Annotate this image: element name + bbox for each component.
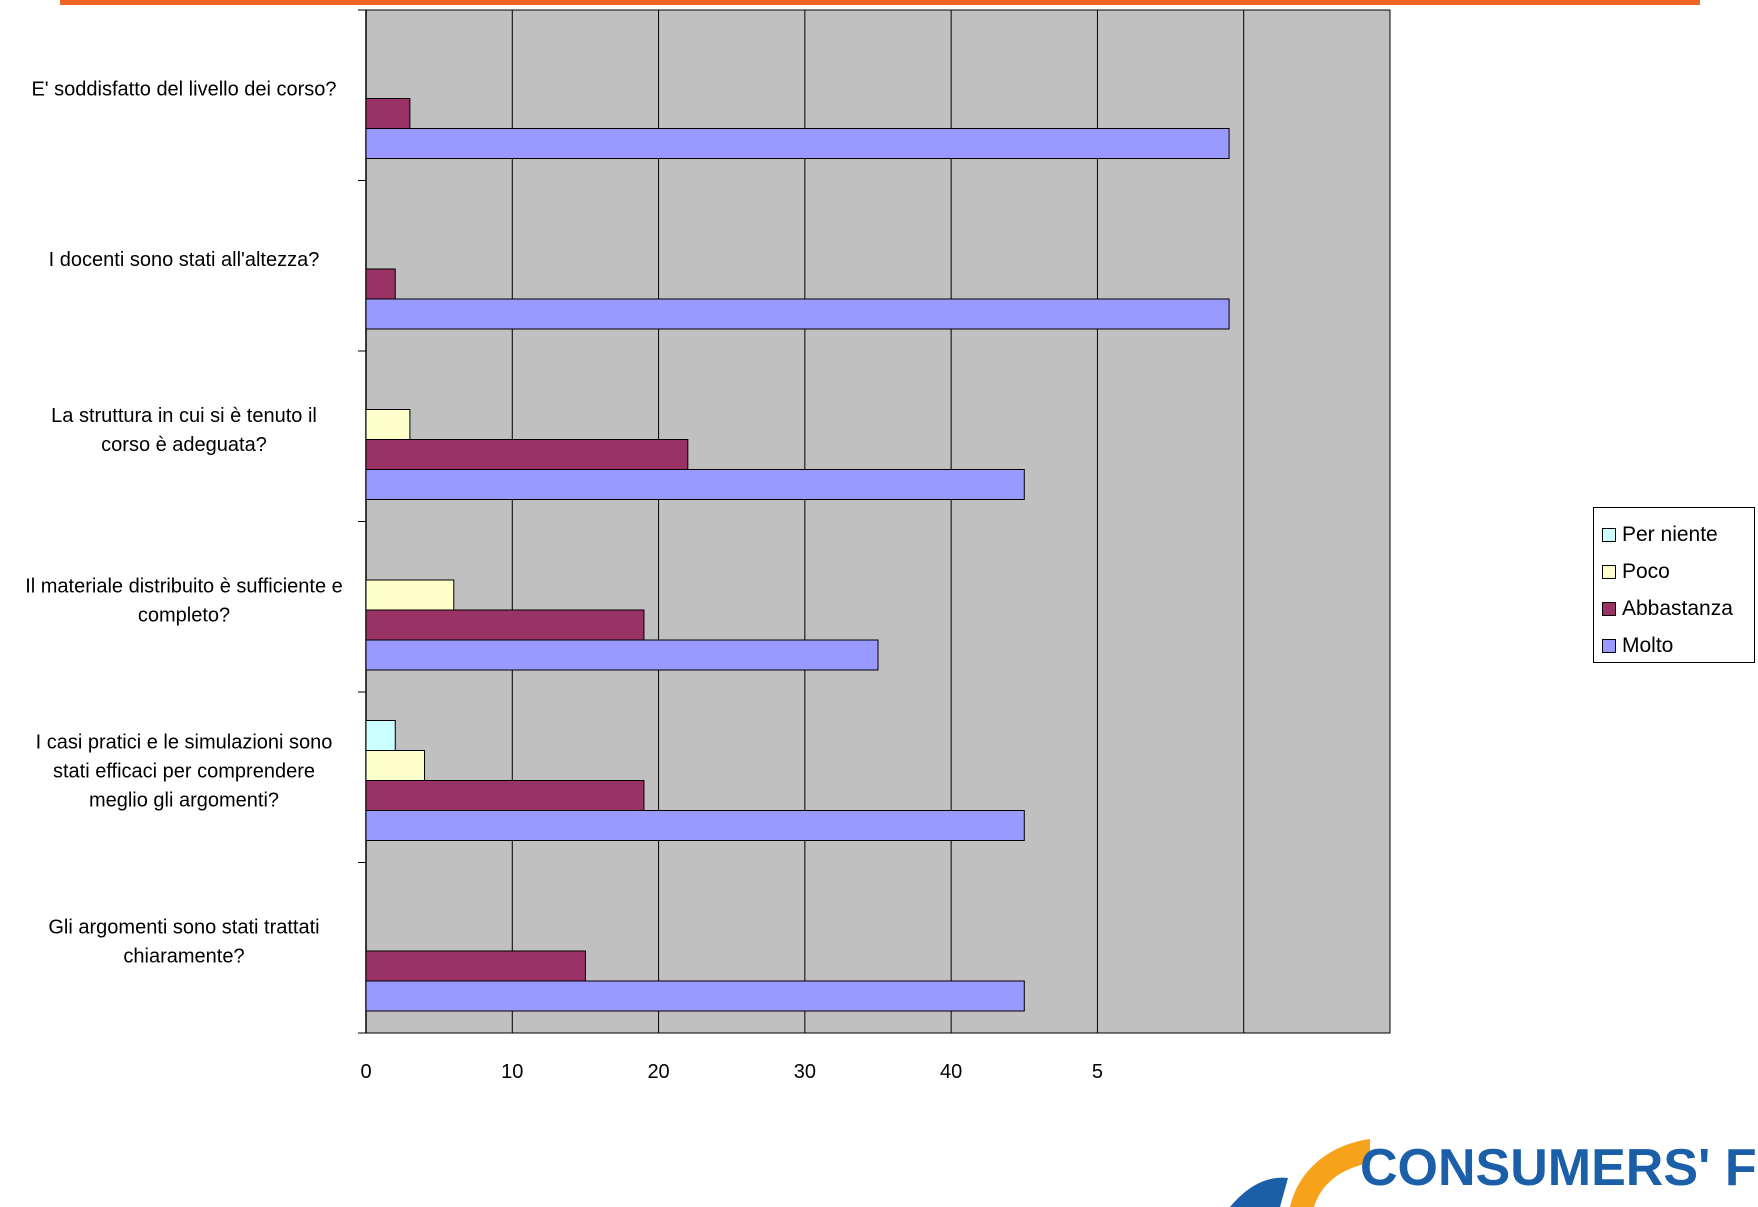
- legend-swatch-per-niente: [1602, 527, 1616, 542]
- logo-text: CONSUMERS' FO: [1360, 1139, 1758, 1197]
- chart-legend: Per niente Poco Abbastanza Molto: [1593, 507, 1755, 663]
- plot-area: [365, 9, 1391, 1034]
- legend-item-per-niente: Per niente: [1602, 516, 1754, 553]
- legend-item-abbastanza: Abbastanza: [1602, 590, 1754, 627]
- bar-abbastanza: [365, 268, 396, 300]
- bar-abbastanza: [365, 439, 689, 470]
- category-label: chiaramente?: [123, 945, 244, 967]
- x-tick-label: 10: [501, 1061, 523, 1083]
- x-tick-label: 40: [940, 1061, 962, 1083]
- x-tick-label: 5: [1092, 1061, 1103, 1083]
- category-label: stati efficaci per comprendere: [53, 760, 315, 782]
- legend-label: Poco: [1622, 559, 1670, 583]
- category-label: I casi pratici e le simulazioni sono: [36, 731, 333, 753]
- category-label: Gli argomenti sono stati trattati: [48, 916, 319, 938]
- legend-swatch-poco: [1602, 564, 1616, 579]
- bar-poco: [365, 750, 426, 781]
- x-tick-label: 20: [647, 1061, 669, 1083]
- bar-molto: [365, 128, 1230, 159]
- category-label: Il materiale distribuito è sufficiente e: [25, 575, 343, 597]
- category-label: E' soddisfatto del livello dei corso?: [31, 78, 336, 100]
- bar-abbastanza: [365, 609, 645, 641]
- legend-label: Molto: [1622, 633, 1674, 657]
- bar-per-niente: [365, 720, 396, 751]
- legend-label: Per niente: [1622, 522, 1718, 546]
- bar-abbastanza: [365, 950, 586, 982]
- category-label: meglio gli argomenti?: [89, 789, 279, 811]
- bar-molto: [365, 980, 1025, 1012]
- logo-arc-icon: [1230, 1138, 1370, 1207]
- x-tick-label: 30: [794, 1061, 816, 1083]
- legend-label: Abbastanza: [1622, 596, 1733, 620]
- legend-swatch-molto: [1602, 638, 1616, 653]
- legend-swatch-abbastanza: [1602, 601, 1616, 616]
- bar-poco: [365, 409, 411, 440]
- bar-poco: [365, 579, 455, 611]
- bar-molto: [365, 639, 879, 671]
- x-tick-label: 0: [360, 1061, 371, 1083]
- category-label: corso è adeguata?: [101, 434, 267, 456]
- consumers-forum-logo: CONSUMERS' FO: [1230, 1128, 1758, 1207]
- category-label: La struttura in cui si è tenuto il: [51, 405, 317, 427]
- bar-molto: [365, 298, 1230, 330]
- bar-molto: [365, 469, 1025, 500]
- header-accent-rule: [60, 0, 1700, 5]
- bar-molto: [365, 810, 1025, 841]
- legend-item-poco: Poco: [1602, 553, 1754, 590]
- legend-item-molto: Molto: [1602, 627, 1754, 664]
- category-label: I docenti sono stati all'altezza?: [49, 249, 320, 271]
- bar-abbastanza: [365, 98, 411, 129]
- bar-abbastanza: [365, 780, 645, 811]
- category-label: completo?: [138, 604, 230, 626]
